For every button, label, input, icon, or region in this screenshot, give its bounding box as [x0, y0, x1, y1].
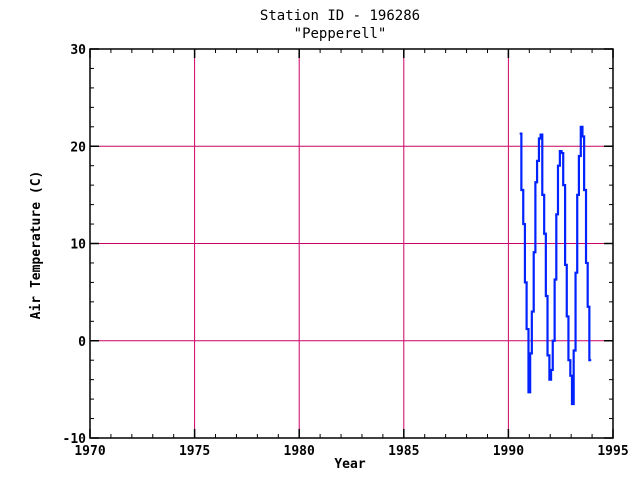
x-tick-label-1995: 1995	[597, 444, 628, 459]
x-tick-label-1980: 1980	[284, 444, 315, 459]
chart-subtitle: "Pepperell"	[294, 26, 387, 42]
y-axis-label: Air Temperature (C)	[29, 171, 44, 320]
series-layer	[519, 125, 592, 406]
series-line-0	[519, 125, 592, 406]
x-tick-label-1975: 1975	[179, 444, 210, 459]
tick-label-layer: 1970 1975 1980 1985 1990 1995 -10 0 10 20 30	[63, 43, 629, 459]
axes-layer	[89, 48, 614, 439]
y-tick-label-20: 20	[70, 140, 86, 155]
x-axis-label: Year	[334, 457, 365, 472]
grid-layer	[90, 49, 613, 438]
y-tick-label-30: 30	[70, 43, 86, 58]
x-tick-label-1970: 1970	[74, 444, 105, 459]
x-tick-label-1990: 1990	[493, 444, 524, 459]
x-tick-label-1985: 1985	[388, 444, 419, 459]
y-tick-label--10: -10	[63, 432, 87, 447]
chart-title: Station ID - 196286	[260, 8, 420, 24]
y-tick-label-0: 0	[78, 335, 86, 350]
y-tick-label-10: 10	[70, 238, 86, 253]
